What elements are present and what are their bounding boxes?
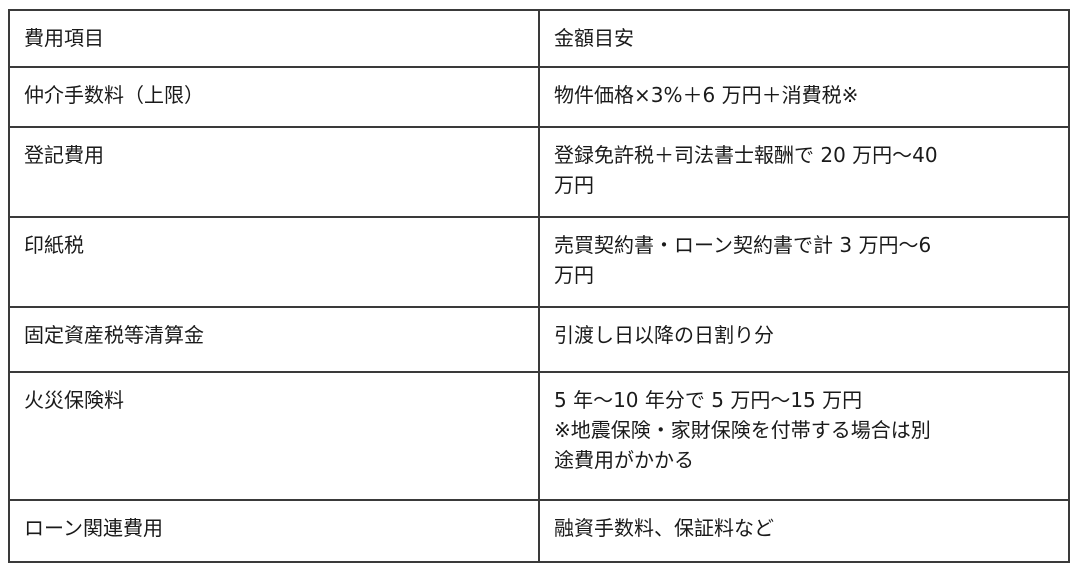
amount-text: 融資手数料、保証料など (554, 516, 774, 540)
amount-cell: 5 年～10 年分で 5 万円～15 万円 ※地震保険・家財保険を付帯する場合は別… (538, 371, 1070, 501)
amount-text: 物件価格×3%＋6 万円＋消費税※ (554, 83, 859, 107)
cost-table: 費用項目 金額目安 仲介手数料（上限） 物件価格×3%＋6 万円＋消費税※ 登記… (8, 9, 1070, 563)
cost-item-cell: 固定資産税等清算金 (8, 306, 540, 373)
amount-text: 5 年～10 年分で 5 万円～15 万円 (554, 388, 863, 412)
table-row: 印紙税 売買契約書・ローン契約書で計 3 万円～6 万円 (8, 216, 1070, 308)
header-amount: 金額目安 (538, 9, 1070, 68)
cost-item-cell: ローン関連費用 (8, 499, 540, 563)
cost-item-cell: 火災保険料 (8, 371, 540, 501)
table-row: 仲介手数料（上限） 物件価格×3%＋6 万円＋消費税※ (8, 66, 1070, 128)
amount-cell: 登録免許税＋司法書士報酬で 20 万円～40 万円 (538, 126, 1070, 218)
amount-note: 途費用がかかる (554, 448, 694, 472)
cost-item-cell: 登記費用 (8, 126, 540, 218)
amount-cell: 融資手数料、保証料など (538, 499, 1070, 563)
table-row: 火災保険料 5 年～10 年分で 5 万円～15 万円 ※地震保険・家財保険を付帯… (8, 371, 1070, 501)
table-row: 固定資産税等清算金 引渡し日以降の日割り分 (8, 306, 1070, 373)
amount-text: 登録免許税＋司法書士報酬で 20 万円～40 (554, 143, 938, 167)
amount-cell: 物件価格×3%＋6 万円＋消費税※ (538, 66, 1070, 128)
table-header-row: 費用項目 金額目安 (8, 9, 1070, 68)
table-row: ローン関連費用 融資手数料、保証料など (8, 499, 1070, 563)
cost-item-cell: 印紙税 (8, 216, 540, 308)
amount-cell: 売買契約書・ローン契約書で計 3 万円～6 万円 (538, 216, 1070, 308)
table-row: 登記費用 登録免許税＋司法書士報酬で 20 万円～40 万円 (8, 126, 1070, 218)
amount-text: 引渡し日以降の日割り分 (554, 323, 774, 347)
amount-cell: 引渡し日以降の日割り分 (538, 306, 1070, 373)
header-cost-item: 費用項目 (8, 9, 540, 68)
amount-text: 売買契約書・ローン契約書で計 3 万円～6 (554, 233, 932, 257)
amount-note: ※地震保険・家財保険を付帯する場合は別 (554, 418, 931, 442)
cost-item-cell: 仲介手数料（上限） (8, 66, 540, 128)
amount-text: 万円 (554, 173, 594, 197)
amount-text: 万円 (554, 263, 594, 287)
